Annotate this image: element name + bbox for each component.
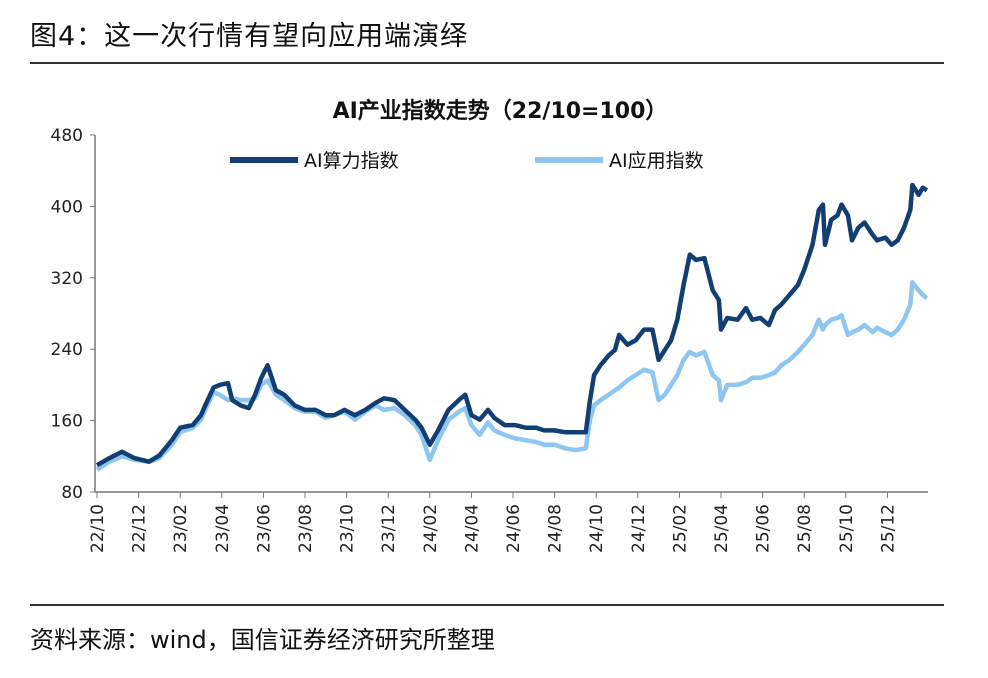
x-tick-label: 25/02 <box>670 504 690 553</box>
x-tick-label: 23/04 <box>213 504 233 553</box>
figure-title: 图4：这一次行情有望向应用端演绎 <box>30 21 469 52</box>
source-note: 资料来源：wind，国信证券经济研究所整理 <box>30 626 495 654</box>
y-tick-label: 400 <box>51 197 83 217</box>
x-tick-label: 25/04 <box>712 504 732 553</box>
series-line-compute <box>95 182 929 468</box>
x-tick-label: 24/12 <box>629 504 649 553</box>
x-tick-label: 22/10 <box>88 504 108 553</box>
series-line-application <box>95 280 929 472</box>
y-tick-label: 80 <box>61 483 83 503</box>
x-tick-label: 25/10 <box>837 504 857 553</box>
legend-label-compute: AI算力指数 <box>304 150 399 172</box>
x-tick-label: 24/06 <box>504 504 524 553</box>
top-divider <box>30 62 944 64</box>
chart-title: AI产业指数走势（22/10=100） <box>333 98 668 124</box>
x-tick-label: 23/12 <box>379 504 399 553</box>
x-tick-label: 22/12 <box>130 504 150 553</box>
x-tick-label: 25/06 <box>754 504 774 553</box>
x-tick-label: 23/02 <box>171 504 191 553</box>
legend-label-application: AI应用指数 <box>609 150 704 172</box>
y-tick-label: 320 <box>51 269 83 289</box>
x-tick-label: 24/08 <box>546 504 566 553</box>
y-tick-label: 240 <box>51 340 83 360</box>
x-tick-label: 23/08 <box>296 504 316 553</box>
bottom-divider <box>30 604 944 606</box>
legend: AI算力指数 AI应用指数 <box>230 150 704 172</box>
x-tick-label: 24/04 <box>462 504 482 553</box>
x-tick-label: 23/10 <box>338 504 358 553</box>
x-tick-label: 24/10 <box>587 504 607 553</box>
x-tick-label: 25/08 <box>795 504 815 553</box>
y-tick-label: 480 <box>51 126 83 146</box>
x-tick-label: 23/06 <box>254 504 274 553</box>
x-tick-label: 25/12 <box>878 504 898 553</box>
x-tick-label: 24/02 <box>421 504 441 553</box>
y-tick-label: 160 <box>51 412 83 432</box>
